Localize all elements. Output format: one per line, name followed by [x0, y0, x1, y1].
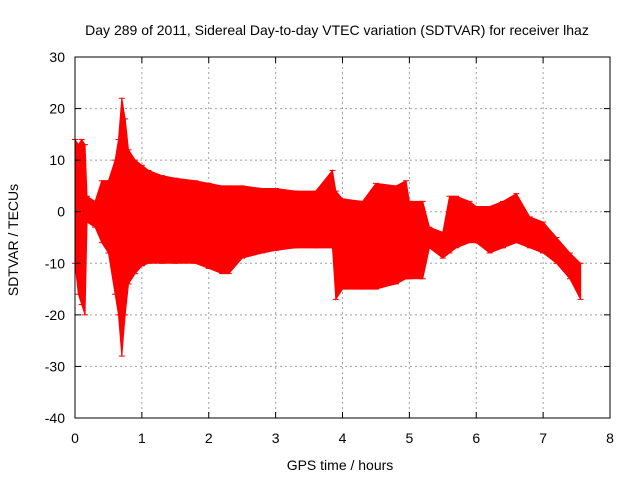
error-envelope [74, 98, 582, 357]
x-tick-label: 3 [272, 430, 280, 446]
x-tick-label: 4 [339, 430, 347, 446]
x-tick-label: 8 [606, 430, 614, 446]
x-tick-label: 2 [205, 430, 213, 446]
x-tick-label: 0 [71, 430, 79, 446]
x-tick-label: 1 [138, 430, 146, 446]
y-tick-label: -20 [45, 307, 65, 323]
x-tick-label: 7 [539, 430, 547, 446]
y-tick-label: 10 [49, 152, 65, 168]
y-tick-label: 30 [49, 49, 65, 65]
y-axis-label: SDTVAR / TECUs [5, 184, 21, 296]
chart-title: Day 289 of 2011, Sidereal Day-to-day VTE… [85, 22, 589, 38]
x-axis-label: GPS time / hours [287, 457, 394, 473]
y-tick-label: -30 [45, 358, 65, 374]
y-tick-label: -40 [45, 410, 65, 426]
x-tick-label: 6 [472, 430, 480, 446]
y-tick-label: 0 [57, 204, 65, 220]
y-tick-label: -10 [45, 255, 65, 271]
data-series [72, 97, 584, 357]
x-tick-label: 5 [405, 430, 413, 446]
y-tick-label: 20 [49, 101, 65, 117]
axis-ticks: 0 1 2 3 4 5 6 7 8 30 20 10 0 -10 -20 -30 -40 [45, 49, 614, 446]
